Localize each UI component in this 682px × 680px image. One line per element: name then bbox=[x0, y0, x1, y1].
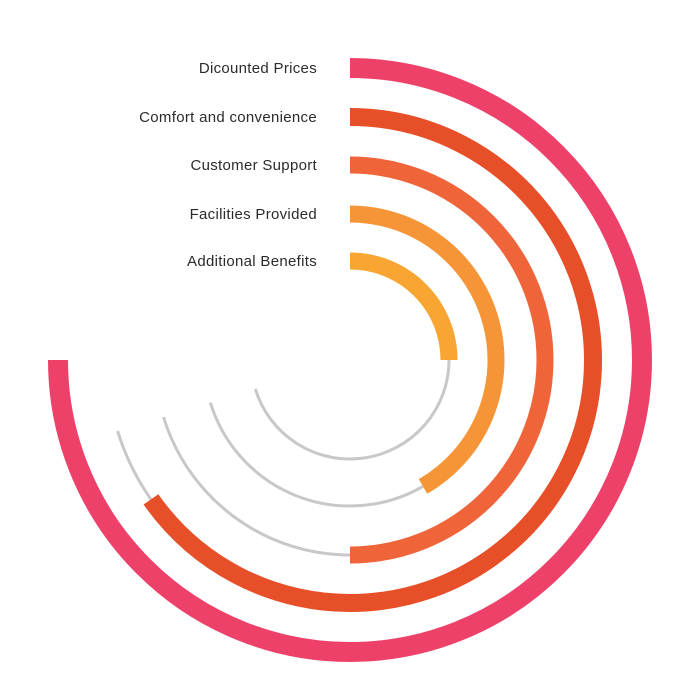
track-group bbox=[116, 359, 451, 557]
track-2 bbox=[116, 430, 153, 501]
bar-label-4: Facilities Provided bbox=[190, 206, 317, 223]
bar-3 bbox=[349, 156, 554, 564]
bar-label-1: Dicounted Prices bbox=[199, 60, 317, 77]
bar-1 bbox=[48, 58, 652, 662]
bar-label-3: Customer Support bbox=[190, 157, 317, 174]
bar-group bbox=[48, 58, 652, 662]
bar-4 bbox=[349, 205, 505, 494]
track-4 bbox=[208, 402, 424, 508]
bar-5 bbox=[349, 252, 458, 361]
bar-2 bbox=[143, 108, 602, 612]
track-5 bbox=[253, 359, 451, 461]
track-3 bbox=[162, 416, 351, 557]
bar-label-5: Additional Benefits bbox=[187, 253, 317, 270]
label-group: Dicounted Prices Comfort and convenience C… bbox=[139, 60, 317, 270]
bar-label-2: Comfort and convenience bbox=[139, 109, 317, 126]
